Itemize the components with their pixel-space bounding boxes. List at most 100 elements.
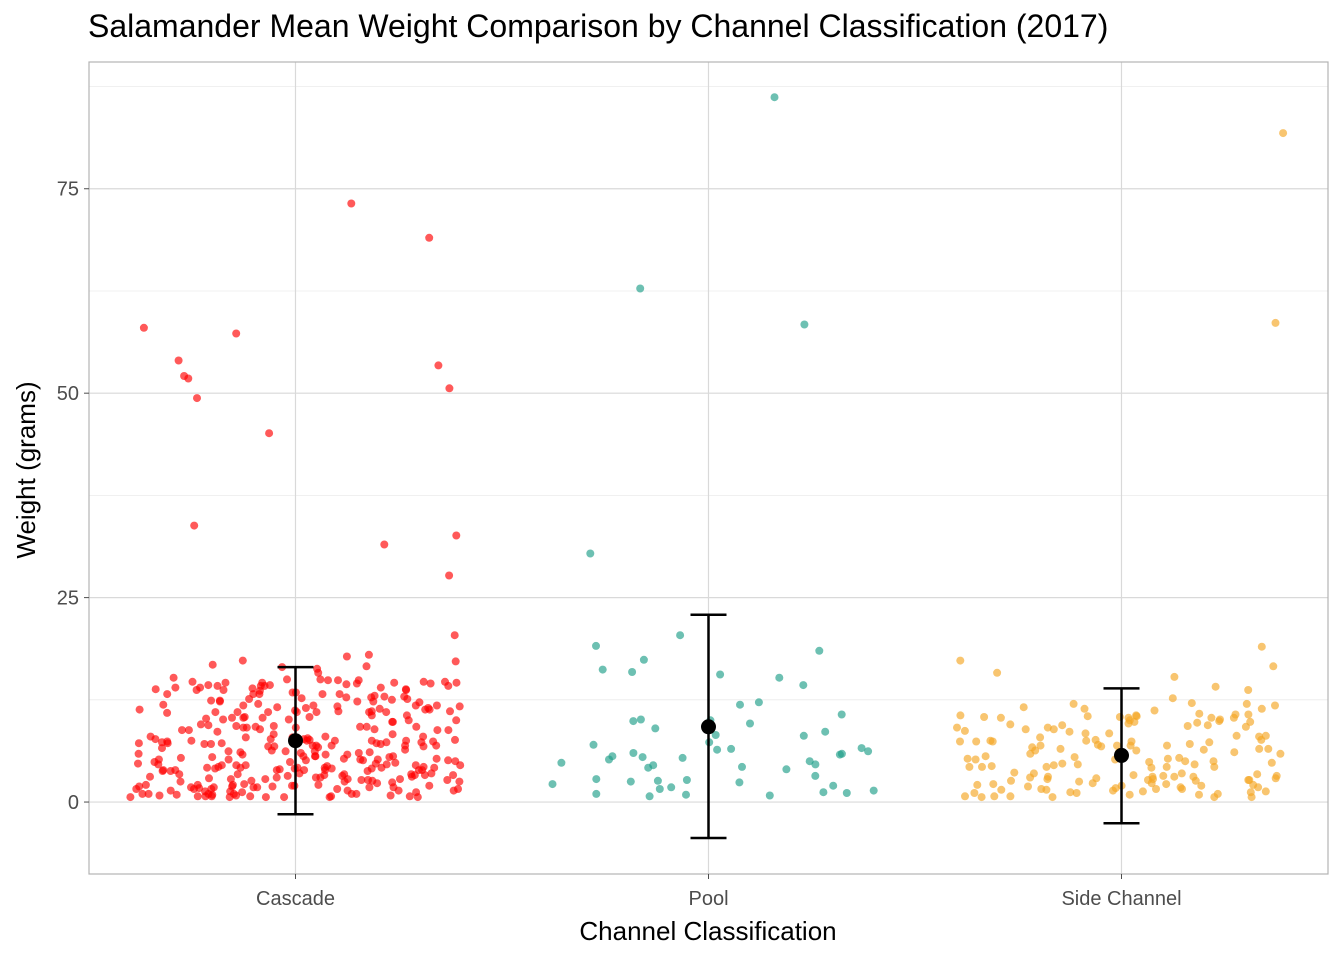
data-point [380, 692, 389, 701]
data-point [961, 792, 969, 801]
data-point [327, 741, 336, 750]
data-point [1132, 711, 1141, 720]
data-point [986, 736, 995, 745]
data-point [309, 701, 318, 710]
data-point [1244, 710, 1253, 719]
data-point [1207, 713, 1216, 722]
data-point [208, 660, 217, 669]
data-point [1075, 777, 1084, 786]
data-point [385, 753, 394, 762]
data-point [325, 793, 334, 802]
data-point [1006, 720, 1015, 729]
data-point [446, 707, 454, 716]
data-point [169, 673, 178, 682]
data-point [1065, 727, 1074, 736]
data-point [1044, 772, 1052, 781]
data-point [592, 775, 601, 784]
data-point [454, 785, 462, 793]
data-point [388, 730, 397, 739]
data-point [1193, 718, 1202, 727]
data-point [1150, 706, 1159, 715]
data-point [335, 690, 344, 699]
data-point [205, 774, 213, 783]
data-point [367, 711, 376, 720]
data-point [386, 791, 395, 800]
data-point [139, 323, 148, 332]
data-point [132, 785, 141, 793]
data-point [989, 780, 998, 789]
data-point [196, 720, 205, 729]
data-point [1028, 743, 1037, 752]
data-point [586, 549, 595, 558]
data-point [1097, 742, 1106, 751]
data-point [811, 771, 820, 780]
data-point [238, 656, 247, 665]
data-point [211, 708, 220, 717]
data-point [953, 723, 961, 732]
data-point [200, 740, 209, 748]
data-point [1264, 744, 1273, 753]
data-point [956, 737, 964, 746]
data-point [286, 758, 294, 766]
data-point [956, 656, 965, 665]
data-point [736, 700, 744, 709]
data-point [266, 735, 275, 744]
data-point [367, 736, 376, 745]
data-point [864, 747, 873, 756]
data-point [1176, 783, 1185, 792]
data-point [1081, 729, 1090, 738]
data-point [425, 781, 434, 790]
data-point [1271, 318, 1280, 327]
data-point [159, 766, 168, 775]
data-point [1082, 736, 1091, 745]
data-point [835, 750, 844, 759]
data-point [1255, 744, 1264, 753]
data-point [1159, 771, 1168, 780]
data-point [151, 735, 160, 744]
data-point [444, 756, 453, 765]
data-point [265, 429, 274, 438]
data-point [208, 753, 217, 762]
data-point [228, 713, 236, 722]
data-point [324, 676, 332, 685]
data-point [376, 683, 385, 692]
x-tick-label: Pool [688, 888, 728, 910]
data-point [1138, 787, 1147, 796]
data-point [144, 789, 153, 798]
data-point [388, 778, 397, 787]
data-point [1190, 760, 1199, 769]
data-point [971, 755, 980, 764]
data-point [138, 789, 147, 798]
data-point [221, 678, 230, 687]
data-point [592, 789, 601, 798]
data-point [644, 763, 653, 772]
data-point [388, 717, 397, 726]
data-point [842, 789, 851, 797]
data-point [1036, 741, 1045, 750]
data-point [1187, 699, 1196, 708]
data-point [219, 686, 228, 694]
data-point [1019, 703, 1028, 712]
data-point [1189, 772, 1198, 781]
data-point [1149, 775, 1157, 784]
data-point [402, 686, 411, 694]
data-point [1163, 754, 1172, 763]
data-point [207, 785, 216, 793]
data-point [432, 741, 441, 750]
data-point [445, 571, 454, 580]
data-point [450, 631, 459, 640]
data-point [1125, 790, 1134, 799]
data-point [342, 693, 351, 702]
data-point [799, 681, 808, 690]
data-point [232, 329, 241, 338]
data-point [963, 754, 972, 763]
data-point [819, 788, 828, 797]
data-point [956, 711, 965, 720]
data-point [1177, 769, 1186, 778]
y-tick-label: 75 [57, 179, 79, 201]
data-point [356, 755, 365, 764]
data-point [1073, 760, 1082, 769]
error-bars [277, 613, 1140, 840]
data-point [224, 747, 233, 756]
data-point [166, 767, 175, 775]
